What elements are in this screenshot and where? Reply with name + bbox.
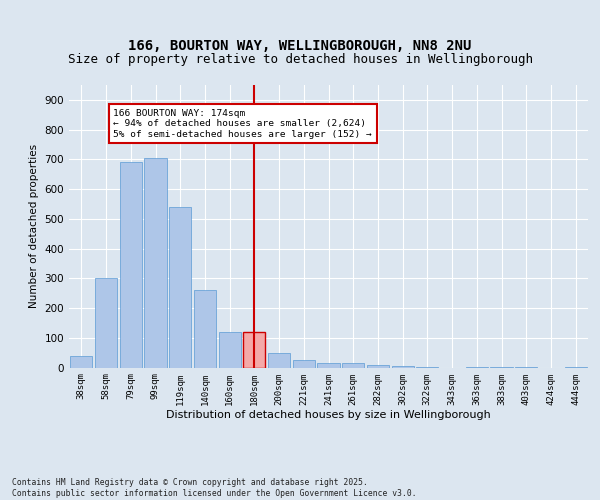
Bar bbox=[342, 362, 364, 368]
X-axis label: Distribution of detached houses by size in Wellingborough: Distribution of detached houses by size … bbox=[166, 410, 491, 420]
Bar bbox=[243, 332, 265, 368]
Text: 166 BOURTON WAY: 174sqm
← 94% of detached houses are smaller (2,624)
5% of semi-: 166 BOURTON WAY: 174sqm ← 94% of detache… bbox=[113, 109, 372, 138]
Bar bbox=[218, 332, 241, 368]
Bar bbox=[293, 360, 315, 368]
Bar bbox=[317, 362, 340, 368]
Text: Contains HM Land Registry data © Crown copyright and database right 2025.
Contai: Contains HM Land Registry data © Crown c… bbox=[12, 478, 416, 498]
Bar bbox=[268, 352, 290, 368]
Text: 166, BOURTON WAY, WELLINGBOROUGH, NN8 2NU: 166, BOURTON WAY, WELLINGBOROUGH, NN8 2N… bbox=[128, 38, 472, 52]
Bar bbox=[466, 366, 488, 368]
Bar bbox=[416, 366, 439, 368]
Bar bbox=[367, 365, 389, 368]
Bar bbox=[392, 366, 414, 368]
Text: Size of property relative to detached houses in Wellingborough: Size of property relative to detached ho… bbox=[67, 53, 533, 66]
Y-axis label: Number of detached properties: Number of detached properties bbox=[29, 144, 39, 308]
Bar bbox=[119, 162, 142, 368]
Bar bbox=[194, 290, 216, 368]
Bar bbox=[145, 158, 167, 368]
Bar bbox=[70, 356, 92, 368]
Bar bbox=[169, 207, 191, 368]
Bar bbox=[95, 278, 117, 368]
